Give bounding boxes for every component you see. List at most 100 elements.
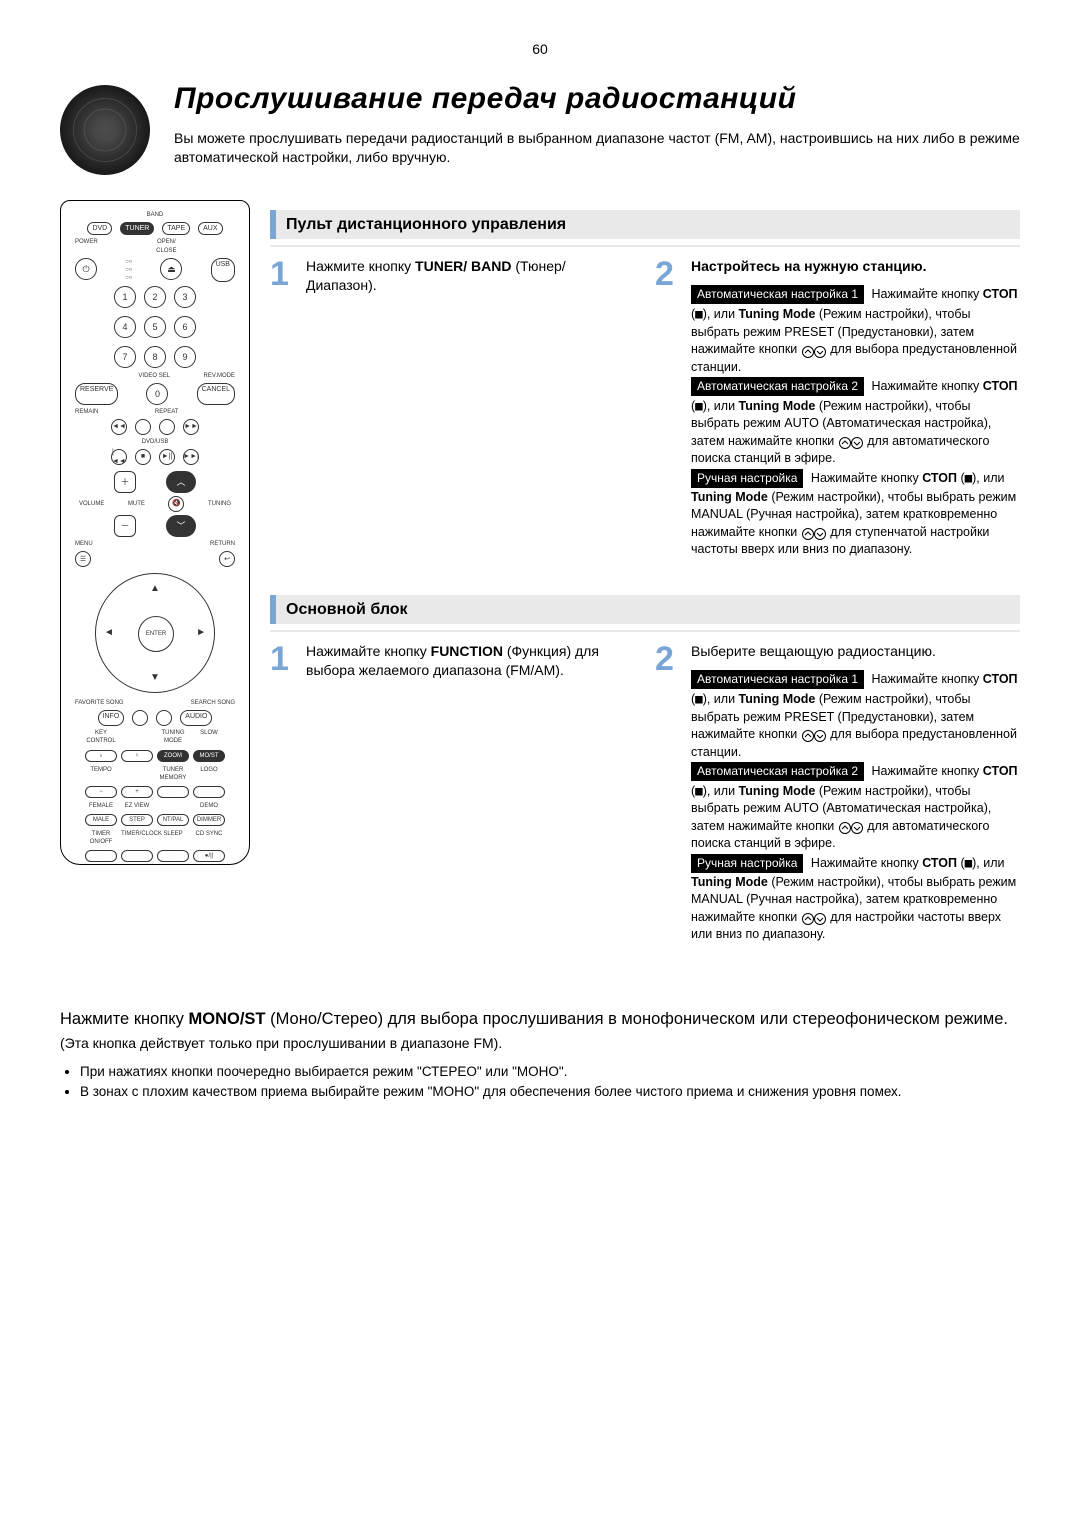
step-1a: 1 Нажмите кнопку TUNER/ BAND (Тюнер/ Диа… (270, 257, 635, 558)
footer-bullet-2: В зонах с плохим качеством приема выбира… (80, 1083, 1020, 1101)
remote-label-demo: DEMO (193, 802, 225, 810)
footer-heading: Нажмите кнопку MONO/ST (Моно/Стерео) для… (60, 1008, 1020, 1030)
header: Прослушивание передач радиостанций Вы мо… (60, 79, 1020, 175)
remote-label-timerclock: TIMER/CLOCK (121, 830, 153, 846)
tag-manual-b: Ручная настройка (691, 854, 803, 873)
tag-auto1-a: Автоматическая настройка 1 (691, 285, 864, 304)
page-title: Прослушивание передач радиостанций (174, 79, 1020, 120)
remote-btn-dimmer: DIMMER (193, 814, 225, 826)
footer-sub: (Эта кнопка действует только при прослуш… (60, 1034, 1020, 1053)
remote-label-volume: VOLUME (79, 500, 104, 508)
footer-bullet-1: При нажатиях кнопки поочередно выбираетс… (80, 1063, 1020, 1081)
page-number: 60 (60, 40, 1020, 59)
remote-btn-mute: 🔇 (168, 496, 184, 512)
remote-btn-audio: AUDIO (180, 710, 212, 726)
remote-btn-tuner: TUNER (120, 222, 154, 235)
remote-btn-step: STEP (121, 814, 153, 826)
remote-label-mute: MUTE (128, 500, 145, 508)
remote-num-4: 4 (114, 316, 136, 338)
step-num-2b: 2 (655, 642, 683, 943)
remote-btn-info: INFO (98, 710, 125, 726)
remote-btn-ff: ►► (183, 419, 199, 435)
remote-num-1: 1 (114, 286, 136, 308)
remote-btn-natural: ♮ (121, 750, 153, 762)
remote-btn-voldown: － (114, 515, 136, 537)
remote-btn-logo (193, 786, 225, 798)
remote-label-dvdusb: DVD/USB (69, 438, 241, 446)
remote-btn-rew: ◄◄ (111, 419, 127, 435)
remote-btn-fav (132, 710, 148, 726)
step-1a-text: Нажмите кнопку TUNER/ BAND (Тюнер/ Диапа… (306, 257, 635, 295)
remote-btn-menu: ☰ (75, 551, 91, 567)
remote-btn-timeronoff (85, 850, 117, 862)
step-2a-title: Настройтесь на нужную станцию. (691, 258, 927, 274)
step-num-1b: 1 (270, 642, 298, 943)
remote-btn-tplus: + (121, 786, 153, 798)
remote-btn-power: ⏻ (75, 258, 97, 280)
section-header-mainunit: Основной блок (270, 595, 1020, 625)
remote-label-return: RETURN (210, 540, 235, 548)
remote-steps-row: 1 Нажмите кнопку TUNER/ BAND (Тюнер/ Диа… (270, 257, 1020, 558)
mainunit-steps-row: 1 Нажимайте кнопку FUNCTION (Функция) дл… (270, 642, 1020, 943)
remote-btn-timerclock (121, 850, 153, 862)
remote-label-videosel: VIDEO SEL (138, 372, 170, 380)
remote-label-tempo: TEMPO (85, 766, 117, 782)
remote-label-slow: SLOW (193, 729, 225, 745)
remote-label-menu: MENU (75, 540, 93, 548)
remote-btn-enter: ENTER (138, 616, 174, 652)
remote-num-2: 2 (144, 286, 166, 308)
remote-btn-play: ►|| (159, 449, 175, 465)
remote-label-sleep: SLEEP (157, 830, 189, 846)
remote-num-3: 3 (174, 286, 196, 308)
remote-btn-male: MALE (85, 814, 117, 826)
remote-dpad: ▲ ▼ ◄ ► ENTER (95, 573, 215, 693)
remote-btn-ntpal: NT/PAL (157, 814, 189, 826)
updown-icon (801, 728, 827, 742)
remote-label-keyctl: KEY CONTROL (85, 729, 117, 745)
remote-num-8: 8 (144, 346, 166, 368)
updown-icon (801, 910, 827, 924)
remote-btn-return: ↩ (219, 551, 235, 567)
remote-num-0: 0 (146, 383, 168, 405)
remote-label-tunermem: TUNER MEMORY (157, 766, 189, 782)
step-2b: 2 Выберите вещающую радиостанцию. Автома… (655, 642, 1020, 943)
remote-label-tuning: TUNING (208, 500, 231, 508)
updown-icon (838, 820, 864, 834)
section-header-remote: Пульт дистанционного управления (270, 210, 1020, 240)
step-1b: 1 Нажимайте кнопку FUNCTION (Функция) дл… (270, 642, 635, 943)
remote-btn-tunedown: ﹀ (166, 515, 196, 537)
tag-manual-a: Ручная настройка (691, 469, 803, 488)
remote-label-logo: LOGO (193, 766, 225, 782)
remote-label-revmode: REV.MODE (204, 372, 235, 380)
updown-icon (838, 435, 864, 449)
remote-btn-flat: ♭ (85, 750, 117, 762)
remote-btn-next: ►►| (183, 449, 199, 465)
remote-btn-tunermem (157, 786, 189, 798)
footer-block: Нажмите кнопку MONO/ST (Моно/Стерео) для… (60, 1008, 1020, 1102)
remote-btn-eject: ⏏ (160, 258, 182, 280)
remote-btn-dvd: DVD (87, 222, 112, 235)
step-num-1a: 1 (270, 257, 298, 558)
remote-label-remain: REMAIN (75, 408, 98, 416)
step-2b-title: Выберите вещающую радиостанцию. (691, 642, 1020, 661)
updown-icon (801, 343, 827, 357)
tag-auto2-b: Автоматическая настройка 2 (691, 762, 864, 781)
remote-num-7: 7 (114, 346, 136, 368)
page-subtitle: Вы можете прослушивать передачи радиоста… (174, 129, 1020, 167)
remote-btn-search (156, 710, 172, 726)
remote-btn-stop: ■ (135, 449, 151, 465)
remote-label-favorite: FAVORITE SONG (75, 699, 124, 707)
remote-btn-tape: TAPE (162, 222, 190, 235)
remote-btn-tminus: − (85, 786, 117, 798)
step-2a: 2 Настройтесь на нужную станцию. Автомат… (655, 257, 1020, 558)
remote-label-power: POWER (75, 238, 98, 254)
remote-btn-z (159, 419, 175, 435)
remote-btn-recpause: ●/|| (193, 850, 225, 862)
remote-btn-prev: |◄◄ (111, 449, 127, 465)
remote-btn-zoom: ZOOM (157, 750, 189, 762)
remote-btn-volup: ＋ (114, 471, 136, 493)
step-num-2a: 2 (655, 257, 683, 558)
remote-btn-y (135, 419, 151, 435)
remote-label-openclose: OPEN/ CLOSE (156, 238, 176, 254)
remote-btn-usb: USB (211, 258, 235, 282)
